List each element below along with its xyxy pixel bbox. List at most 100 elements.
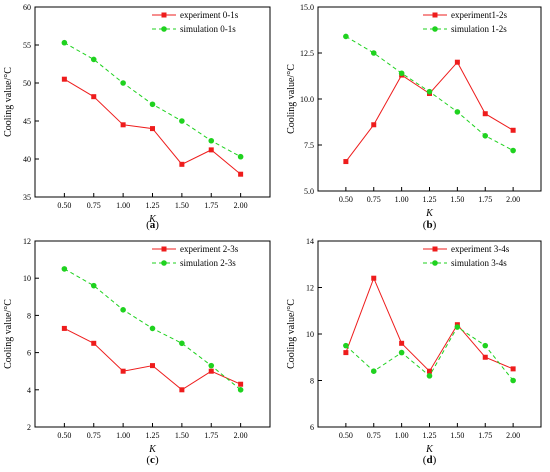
legend-marker-square: [161, 12, 167, 18]
x-tick-label: 1.00: [395, 195, 409, 204]
chart-panel-c: 2 4 6 8 10 12 0.50 0.75 1.00 1.25 1.50 1.75 2.00 K Coo…: [3, 237, 271, 466]
y-tick-label: 40: [23, 155, 31, 164]
data-point-square: [371, 275, 377, 281]
x-tick-label: 0.50: [339, 431, 353, 440]
series-line-2: [64, 42, 241, 158]
data-point-square: [150, 126, 155, 132]
data-point-square: [399, 340, 405, 346]
x-tick-label: 1.75: [478, 431, 492, 440]
x-tick-label: 2.00: [234, 431, 248, 440]
y-tick-label: 4: [27, 386, 31, 395]
data-point-square: [61, 325, 67, 331]
data-point-square: [343, 159, 349, 165]
y-tick-label: 10: [306, 330, 314, 339]
y-tick-label: 5.0: [304, 187, 314, 196]
x-axis-label: K: [148, 444, 157, 455]
legend-label: simulation 3-4s: [451, 258, 507, 268]
data-point-square: [343, 350, 349, 356]
data-point-circle: [90, 56, 97, 63]
y-tick-label: 6: [27, 349, 31, 358]
x-tick-label: 0.50: [57, 431, 71, 440]
legend-label: simulation 0-1s: [180, 24, 236, 34]
x-tick-label: 2.00: [234, 201, 248, 210]
data-point-circle: [454, 324, 461, 330]
data-point-circle: [208, 137, 215, 144]
data-point-square: [91, 94, 97, 100]
data-point-circle: [149, 101, 156, 108]
data-point-square: [427, 368, 432, 374]
x-tick-label: 0.75: [367, 431, 381, 440]
legend-label: simulation 2-3s: [180, 258, 236, 268]
legend-label: experiment 3-4s: [451, 244, 510, 254]
x-tick-label: 1.00: [116, 201, 130, 210]
data-point-circle: [120, 80, 126, 86]
data-point-circle: [343, 342, 349, 349]
x-tick-label: 1.00: [395, 431, 409, 440]
data-point-square: [91, 340, 97, 346]
series-line-1: [345, 276, 514, 373]
legend-marker-square: [432, 246, 438, 252]
data-point-circle: [510, 147, 516, 154]
series-line-1: [345, 61, 514, 162]
x-axis-label: K: [425, 208, 434, 219]
y-axis-label: Cooling value/°C: [286, 299, 297, 369]
data-point-square: [510, 127, 516, 133]
data-point-square: [179, 161, 185, 167]
chart-panel-b: 5.0 7.5 10.0 12.5 15.0 0.50 0.75 1.00 1.25 1.50 1.…: [286, 3, 542, 231]
data-point-square: [482, 354, 488, 360]
x-tick-label: 0.50: [57, 201, 71, 210]
legend-marker-square: [432, 12, 438, 18]
y-tick-label: 10: [23, 274, 31, 283]
x-axis-label: K: [148, 214, 157, 225]
panel-caption: (d): [423, 454, 437, 466]
plot-frame: [317, 240, 542, 428]
data-point-circle: [370, 50, 377, 56]
legend-marker-circle: [432, 26, 438, 32]
x-axis-label: K: [425, 444, 434, 455]
x-tick-label: 1.50: [175, 431, 189, 440]
data-point-square: [238, 381, 244, 387]
data-point-circle: [454, 109, 461, 115]
legend-marker-circle: [432, 260, 438, 266]
x-tick-label: 1.50: [450, 195, 464, 204]
y-tick-label: 35: [23, 193, 31, 202]
x-tick-label: 0.50: [339, 195, 353, 204]
legend-label: experiment1-2s: [451, 10, 507, 20]
chart-panel-a: 35 40 45 50 55 60 0.50 0.75 1.00 1.25 1.50 1.75 2.00…: [3, 3, 271, 231]
data-point-square: [150, 363, 155, 369]
data-point-circle: [343, 33, 349, 40]
y-tick-label: 2: [27, 423, 31, 432]
data-point-circle: [179, 118, 185, 124]
x-tick-label: 1.25: [146, 201, 160, 210]
x-tick-label: 1.50: [175, 201, 189, 210]
y-axis-label: Cooling value/°C: [3, 299, 14, 369]
y-tick-label: 60: [23, 3, 31, 12]
data-point-square: [482, 111, 488, 117]
y-axis-label: Cooling value/°C: [286, 64, 297, 134]
data-point-square: [208, 368, 214, 374]
data-point-circle: [510, 377, 516, 384]
y-axis-label: Cooling value/°C: [3, 67, 14, 137]
x-tick-label: 0.75: [87, 201, 101, 210]
data-point-circle: [149, 325, 156, 332]
data-point-square: [454, 59, 460, 65]
y-tick-label: 55: [23, 41, 31, 50]
data-point-circle: [208, 362, 215, 369]
y-tick-label: 6: [310, 423, 314, 432]
data-point-circle: [120, 307, 126, 313]
x-tick-label: 1.75: [204, 201, 218, 210]
x-tick-label: 1.00: [116, 431, 130, 440]
data-point-circle: [426, 373, 433, 379]
y-tick-label: 50: [23, 79, 31, 88]
x-tick-label: 1.25: [146, 431, 160, 440]
x-tick-label: 1.25: [423, 431, 437, 440]
series-line-1: [64, 327, 241, 391]
x-tick-label: 1.25: [423, 195, 437, 204]
data-point-circle: [398, 70, 405, 77]
y-tick-label: 15.0: [300, 3, 314, 12]
data-point-circle: [61, 39, 68, 46]
x-tick-label: 2.00: [506, 195, 520, 204]
data-point-square: [179, 387, 185, 393]
panel-caption: (a): [146, 219, 159, 231]
